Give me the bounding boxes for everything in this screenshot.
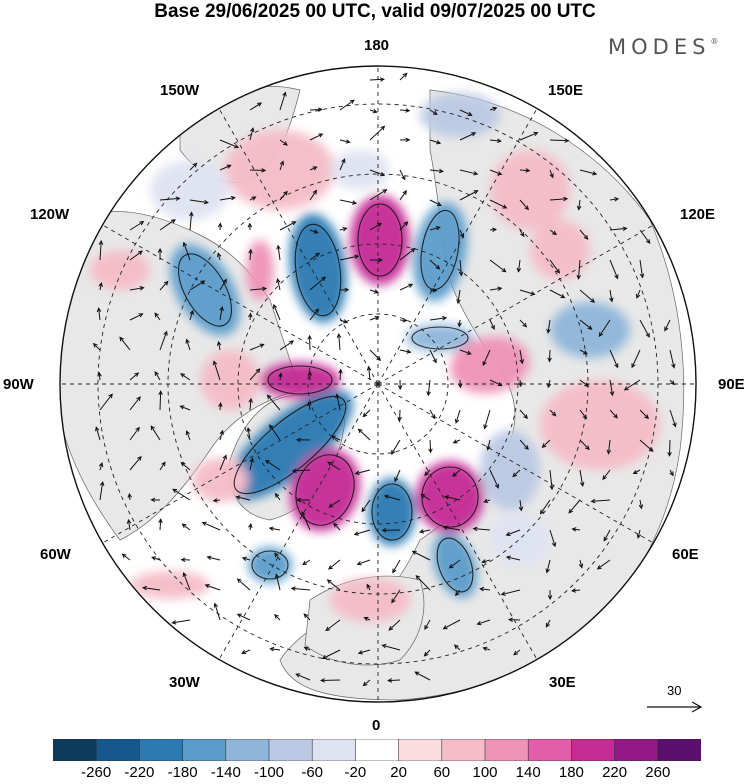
label-90e: 90E <box>718 376 745 393</box>
anomaly-patch <box>150 160 230 220</box>
colorbar-swatch <box>183 739 227 761</box>
anomaly-patch <box>530 220 590 280</box>
colorbar-swatch <box>399 739 443 761</box>
colorbar-swatch <box>226 739 270 761</box>
colorbar-tick: 180 <box>559 764 584 781</box>
anomaly-patch <box>248 547 292 583</box>
reference-arrow-icon <box>640 683 712 719</box>
label-90w: 90W <box>3 376 34 393</box>
colorbar-swatches <box>53 739 701 761</box>
label-30w: 30W <box>169 674 200 691</box>
colorbar-tick: -140 <box>211 764 241 781</box>
anomaly-patch <box>90 250 150 290</box>
label-60w: 60W <box>40 546 71 563</box>
colorbar-tick: 260 <box>645 764 670 781</box>
reference-vector: 30 <box>640 683 712 719</box>
anomaly-patch <box>192 458 248 502</box>
colorbar-tick: -180 <box>168 764 198 781</box>
colorbar-tick: 100 <box>472 764 497 781</box>
anomaly-patch <box>130 571 210 599</box>
label-150e: 150E <box>548 82 583 99</box>
label-30e: 30E <box>549 674 576 691</box>
colorbar-tick: -220 <box>124 764 154 781</box>
anomaly-patch <box>330 150 390 190</box>
colorbar-swatch <box>571 739 615 761</box>
colorbar-tick: 20 <box>390 764 407 781</box>
label-120e: 120E <box>680 206 715 223</box>
label-60e: 60E <box>672 546 699 563</box>
colorbar-tick: -260 <box>81 764 111 781</box>
colorbar-swatch <box>485 739 529 761</box>
anomaly-patch <box>550 302 630 358</box>
polar-map <box>0 0 750 735</box>
colorbar-swatch <box>442 739 486 761</box>
anomaly-patch <box>490 514 550 566</box>
anomaly-patch <box>420 93 500 137</box>
anomaly-patch <box>330 578 410 622</box>
anomaly-patch <box>490 150 570 230</box>
anomaly-patch <box>246 240 274 300</box>
colorbar-tick-labels: -260 -220 -180 -140 -100 -60 -20 20 60 100 140 180 2… <box>0 764 750 784</box>
anomaly-patch <box>350 195 410 285</box>
colorbar-swatch <box>96 739 140 761</box>
colorbar-swatch <box>658 739 701 761</box>
colorbar-swatch <box>355 739 399 761</box>
anomaly-patch <box>540 380 660 470</box>
colorbar <box>53 739 701 761</box>
colorbar-tick: 60 <box>433 764 450 781</box>
colorbar-tick: -60 <box>301 764 323 781</box>
colorbar-tick: -20 <box>345 764 367 781</box>
colorbar-tick: -100 <box>254 764 284 781</box>
colorbar-swatch <box>53 739 97 761</box>
label-180: 180 <box>364 37 389 54</box>
colorbar-swatch <box>312 739 356 761</box>
colorbar-tick: 220 <box>602 764 627 781</box>
anomaly-patch <box>368 478 416 546</box>
label-150w: 150W <box>160 82 199 99</box>
label-0: 0 <box>372 717 380 734</box>
colorbar-tick: 140 <box>516 764 541 781</box>
colorbar-swatch <box>615 739 659 761</box>
colorbar-swatch <box>269 739 313 761</box>
colorbar-swatch <box>528 739 572 761</box>
label-120w: 120W <box>30 206 69 223</box>
colorbar-swatch <box>139 739 183 761</box>
